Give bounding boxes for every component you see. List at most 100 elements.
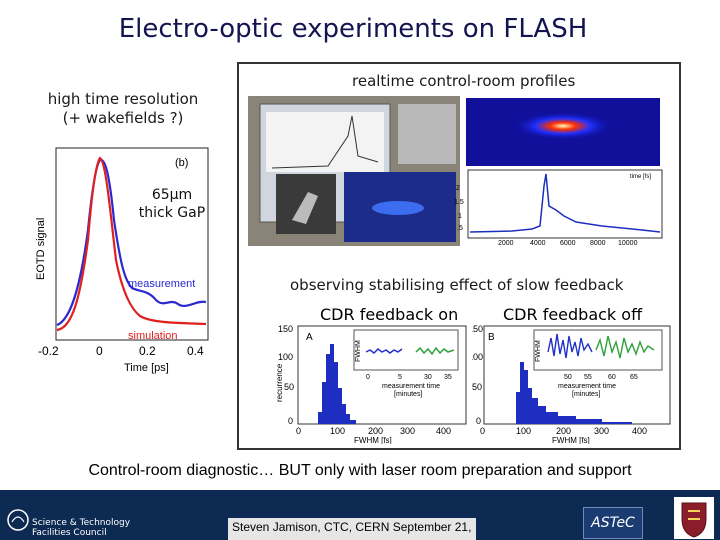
hist-b-ytick: 150	[472, 324, 483, 334]
hist-b-inset-xtick: 65	[630, 374, 638, 381]
streak-spot	[513, 112, 613, 140]
resolution-note: high time resolution (+ wakefields ?)	[28, 90, 218, 128]
presenter-text: Steven Jamison, CTC, CERN September 21,	[228, 518, 476, 540]
crystal-label: 65µm thick GaP	[132, 186, 212, 222]
hist-b-inset-xtick: 60	[608, 374, 616, 381]
monitor-top-right	[398, 104, 456, 164]
eotd-plot: (b) EOTD signal measurement simulation -…	[35, 147, 209, 374]
hist-a-xtick: 400	[436, 426, 451, 436]
eotd-ylabel: EOTD signal	[35, 218, 47, 280]
profile-yticks: 2 1.5 1 .5	[454, 185, 464, 232]
hist-b-inset-trace-off	[547, 333, 593, 359]
eotd-panel-tag: (b)	[175, 157, 188, 169]
hist-a-bars	[314, 344, 356, 424]
stfc-line2: Facilities Council	[32, 528, 107, 538]
hist-b-inset-xticks: 50 55 60 65	[564, 374, 638, 381]
control-room-photo	[248, 96, 460, 246]
profile-frame	[467, 169, 663, 239]
hist-a-inset-xticks: 0 5 30 35	[366, 374, 452, 381]
hist-a-inset-xtick: 35	[444, 374, 452, 381]
crystal-thickness: 65µm	[151, 187, 193, 203]
measurement-legend: measurement	[128, 278, 195, 290]
hist-a-xtick: 300	[400, 426, 415, 436]
profile-xtick: 10000	[618, 240, 638, 247]
monitor-left-plot	[266, 112, 384, 172]
feedback-off-label: CDR feedback off	[503, 305, 643, 324]
hist-a-ytick: 100	[278, 352, 293, 362]
hist-b-xtick: 200	[556, 426, 571, 436]
stfc-logo-icon	[7, 509, 29, 531]
hist-a-xtick: 100	[330, 426, 345, 436]
hist-a-xticks: 0 100 200 300 400	[296, 426, 451, 436]
profile-ytick: 2	[456, 185, 460, 192]
hist-b-ytick: 50	[472, 382, 482, 392]
hist-a-yticks: 150 100 50 0	[278, 324, 294, 426]
profile-xlabel: time [fs]	[630, 174, 651, 180]
monitor-right-spot	[372, 201, 424, 215]
hist-a-inset-ylabel: FWHM	[355, 340, 362, 362]
eotd-xtick: 0.4	[187, 344, 204, 358]
eotd-xlabel: Time [ps]	[124, 362, 169, 374]
hist-b-letter: B	[488, 332, 495, 343]
profile-xtick: 2000	[498, 240, 514, 247]
histogram-b: B 150 100 50 0 FWHM 50 55 60 65 measurem…	[472, 324, 671, 444]
hist-b-xtick: 300	[594, 426, 609, 436]
eotd-xtick: -0.2	[38, 344, 59, 358]
hist-a-inset-xtick: 5	[398, 374, 402, 381]
hist-b-inset-xlabel-unit: [minutes]	[572, 391, 600, 398]
hist-a-inset	[353, 329, 459, 371]
hist-b-xlabel: FWHM [fs]	[552, 436, 590, 444]
streak-image	[466, 98, 660, 166]
eotd-xtick: 0	[96, 344, 103, 358]
eotd-xtick: 0.2	[139, 344, 156, 358]
hist-a-inset-trace-green	[415, 346, 455, 356]
profile-xtick: 4000	[530, 240, 546, 247]
stfc-logo-text: Science & Technology Facilities Council	[32, 518, 130, 538]
profile-ytick: 1	[458, 213, 462, 220]
hist-b-ytick: 0	[476, 416, 481, 426]
eotd-plot-frame	[55, 147, 209, 341]
realtime-label: realtime control-room profiles	[352, 72, 576, 90]
hist-a-inset-trace-on	[365, 348, 403, 354]
hist-b-bars	[512, 362, 632, 424]
profile-ytick: 1.5	[454, 199, 464, 206]
crystal-material: thick GaP	[138, 205, 206, 221]
hist-a-inset-xlabel-unit: [minutes]	[394, 391, 422, 398]
feedback-on-label: CDR feedback on	[320, 305, 459, 324]
university-crest-icon	[674, 497, 714, 539]
hist-b-yticks: 150 100 50 0	[472, 324, 483, 426]
resolution-note-line1: high time resolution	[47, 90, 199, 108]
hist-a-inset-xtick: 0	[366, 374, 370, 381]
hist-b-xticks: 0 100 200 300 400	[480, 426, 647, 436]
bottom-statement: Control-room diagnostic… BUT only with l…	[88, 462, 632, 479]
hist-a-xlabel: FWHM [fs]	[354, 436, 392, 444]
hist-b-xtick: 0	[480, 426, 485, 436]
hist-a-ytick: 50	[284, 382, 294, 392]
hist-b-inset-trace-green	[595, 335, 655, 359]
astec-logo: ASTeC	[583, 507, 643, 539]
profile-xtick: 6000	[560, 240, 576, 247]
hist-a-ytick: 150	[278, 324, 293, 334]
eotd-xticks: -0.2 0 0.2 0.4	[38, 344, 204, 358]
monitor-left-trace	[271, 115, 379, 169]
stfc-line1: Science & Technology	[32, 518, 131, 528]
hist-b-inset-ylabel: FWHM	[535, 340, 542, 362]
hist-a-xtick: 200	[368, 426, 383, 436]
hist-b-inset-xtick: 50	[564, 374, 572, 381]
profile-trace	[469, 173, 661, 233]
hist-b-xtick: 400	[632, 426, 647, 436]
camera-spot	[292, 192, 318, 224]
hist-a-letter: A	[306, 332, 313, 343]
profile-plot: 2 1.5 1 .5 2000 4000 6000 8000 10000 tim…	[454, 169, 663, 247]
profile-xtick: 8000	[590, 240, 606, 247]
hist-a-inset-xlabel: measurement time	[382, 383, 440, 390]
hist-a-inset-xtick: 30	[424, 374, 432, 381]
hist-b-ytick: 100	[472, 352, 483, 362]
resolution-note-line2: (+ wakefields ?)	[62, 109, 184, 127]
simulation-curve	[56, 156, 207, 332]
slide-title: Electro-optic experiments on FLASH	[118, 14, 588, 44]
hist-b-inset-xlabel: measurement time	[558, 383, 616, 390]
profile-ytick: .5	[457, 225, 463, 232]
profile-xticks: 2000 4000 6000 8000 10000	[498, 240, 638, 247]
hist-a-ylabel: recurrence	[275, 363, 284, 402]
